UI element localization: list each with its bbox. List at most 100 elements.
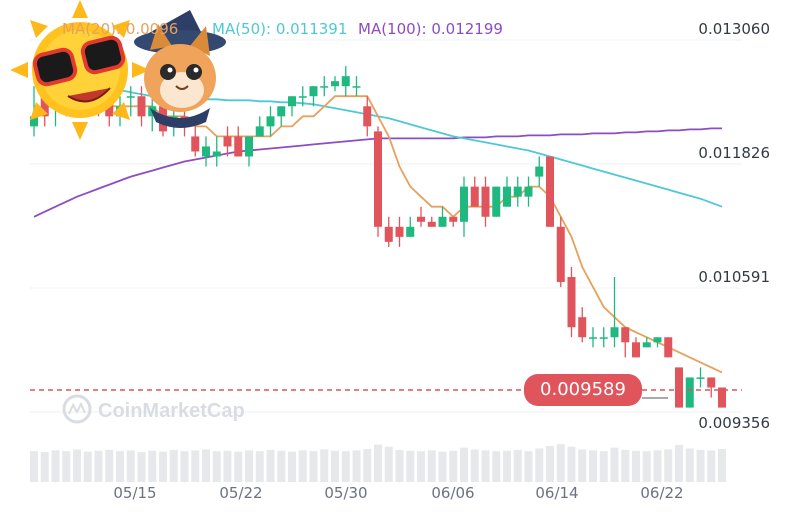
volume-bar bbox=[266, 449, 275, 482]
candle-down bbox=[395, 216, 404, 247]
candle-body bbox=[40, 96, 49, 117]
volume-bar bbox=[589, 450, 597, 482]
candle-body bbox=[675, 367, 683, 408]
candle-up bbox=[277, 106, 286, 127]
volume-bar bbox=[363, 449, 372, 482]
candle-up bbox=[202, 136, 210, 167]
volume-bar bbox=[73, 449, 81, 482]
candle-up bbox=[438, 206, 447, 227]
candle-body bbox=[460, 186, 468, 222]
candle-body bbox=[298, 96, 307, 98]
volume-bar bbox=[610, 447, 619, 482]
candle-down bbox=[470, 176, 479, 207]
candle-down bbox=[664, 337, 673, 358]
candle-body bbox=[309, 86, 318, 97]
candle-up bbox=[642, 337, 651, 348]
sticker-decorations bbox=[10, 0, 226, 140]
volume-bar bbox=[503, 450, 511, 482]
candle-up bbox=[503, 176, 511, 207]
candle-body bbox=[503, 186, 511, 207]
candle-down bbox=[556, 216, 565, 288]
candle-down bbox=[718, 387, 726, 408]
x-tick-label: 05/15 bbox=[113, 484, 156, 502]
volume-bar bbox=[212, 451, 221, 482]
volume-bar bbox=[30, 451, 38, 482]
volume-bar bbox=[535, 448, 544, 482]
volume-bar bbox=[427, 450, 436, 482]
candle-body bbox=[578, 317, 587, 338]
volume-bar bbox=[599, 451, 608, 482]
candle-up bbox=[599, 327, 608, 348]
ma100-legend: MA(100): 0.012199 bbox=[358, 20, 503, 38]
volume-bars bbox=[30, 444, 726, 482]
candle-down bbox=[675, 367, 683, 408]
volume-bar bbox=[384, 446, 393, 482]
volume-bar bbox=[374, 444, 382, 482]
candle-up bbox=[309, 86, 318, 107]
candle-body bbox=[277, 106, 286, 117]
volume-bar bbox=[331, 450, 339, 482]
candle-body bbox=[642, 342, 651, 348]
candle-body bbox=[137, 96, 146, 117]
volume-bar bbox=[632, 450, 640, 482]
volume-bar bbox=[40, 452, 49, 482]
volume-bar bbox=[417, 451, 425, 482]
volume-bar bbox=[664, 449, 673, 482]
candle-up bbox=[298, 86, 307, 107]
candle-body bbox=[288, 96, 296, 107]
candle-body bbox=[685, 377, 694, 408]
candle-up bbox=[685, 377, 694, 408]
x-tick-label: 05/30 bbox=[324, 484, 367, 502]
x-tick-label: 05/22 bbox=[219, 484, 262, 502]
candle-body bbox=[352, 86, 361, 88]
volume-bar bbox=[718, 449, 726, 482]
coinmarketcap-logo-icon bbox=[62, 394, 92, 424]
candle-down bbox=[137, 86, 146, 127]
y-tick-label: 0.010591 bbox=[698, 268, 770, 286]
volume-bar bbox=[567, 446, 576, 482]
candle-up bbox=[288, 96, 296, 117]
candle-down bbox=[417, 206, 425, 227]
sun-sticker-icon bbox=[10, 0, 150, 140]
volume-bar bbox=[202, 449, 210, 482]
volume-bar bbox=[148, 450, 157, 482]
candle-body bbox=[202, 146, 210, 157]
candle-body bbox=[245, 136, 253, 157]
volume-bar bbox=[685, 448, 694, 482]
candle-body bbox=[341, 76, 350, 87]
volume-bar bbox=[546, 445, 554, 482]
candle-down bbox=[567, 266, 576, 338]
candle-body bbox=[707, 377, 716, 388]
candle-up bbox=[492, 186, 501, 217]
volume-bar bbox=[62, 451, 71, 482]
y-tick-label: 0.011826 bbox=[698, 144, 770, 162]
candle-body bbox=[255, 126, 264, 137]
candle-body bbox=[449, 216, 458, 222]
candle-body bbox=[320, 86, 329, 88]
candle-down bbox=[374, 126, 382, 237]
candle-down bbox=[632, 337, 640, 358]
volume-bar bbox=[492, 451, 501, 482]
x-axis: 05/15 05/22 05/30 06/06 06/14 06/22 bbox=[113, 484, 683, 502]
volume-bar bbox=[621, 449, 630, 482]
candle-up bbox=[653, 337, 662, 348]
x-tick-label: 06/06 bbox=[431, 484, 474, 502]
volume-bar bbox=[341, 451, 350, 482]
candle-up bbox=[245, 136, 253, 167]
candle-body bbox=[599, 337, 608, 339]
candle-body bbox=[513, 186, 522, 197]
candle-body bbox=[664, 337, 673, 358]
x-tick-label: 06/14 bbox=[535, 484, 578, 502]
volume-bar bbox=[298, 450, 307, 482]
candle-body bbox=[696, 377, 705, 379]
volume-bar bbox=[245, 450, 253, 482]
candle-body bbox=[621, 327, 630, 343]
y-tick-label: 0.013060 bbox=[698, 20, 770, 38]
current-price-badge: 0.009589 bbox=[524, 374, 642, 406]
ma20-legend: MA(20): 0.0096 bbox=[62, 20, 179, 38]
candle-body bbox=[524, 186, 533, 197]
candle-up bbox=[589, 327, 597, 348]
candle-down bbox=[363, 96, 372, 137]
candle-body bbox=[223, 136, 232, 147]
